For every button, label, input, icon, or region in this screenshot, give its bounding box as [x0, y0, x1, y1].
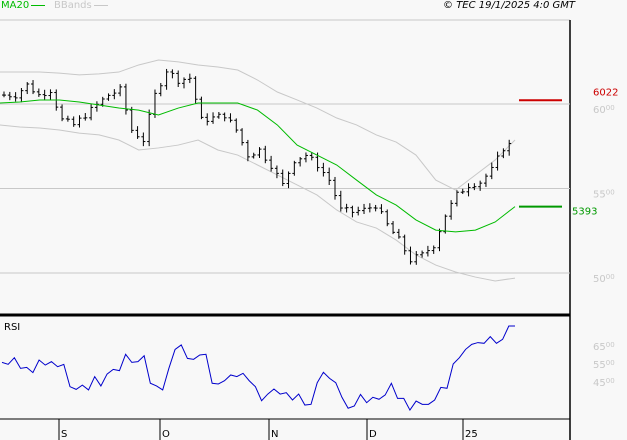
ma20-line [0, 99, 516, 233]
legend-ma20-swatch [31, 4, 46, 6]
level-marker-label: 6022 [593, 87, 618, 98]
rsi-axis-label: 6500 [593, 341, 615, 353]
rsi-line [1, 325, 515, 412]
rsi-axis-label: 5500 [593, 359, 615, 371]
x-axis-label: N [271, 429, 278, 440]
legend-ma20-label: MA20 [1, 0, 30, 11]
x-axis-label: O [162, 429, 170, 440]
bbands-lower-line [0, 124, 516, 282]
price-axis-label-sup: 00 [606, 104, 615, 112]
level-marker-label: 5393 [572, 207, 597, 218]
copyright: © TEC 19/1/2025 4:0 GMT [443, 0, 575, 11]
x-axis-label: S [61, 429, 67, 440]
bbands-upper-line [0, 59, 516, 191]
rsi-axis-label-sup: 00 [606, 341, 615, 349]
legend-bbands-label: BBands [54, 0, 92, 11]
legend-ma20: MA20 [1, 0, 46, 11]
rsi-axis-label-sup: 00 [606, 359, 615, 367]
rsi-title: RSI [4, 322, 21, 333]
rsi-axis-label-sup: 00 [606, 377, 615, 385]
legend-bbands: BBands [54, 0, 108, 11]
price-axis-label: 6000 [593, 104, 615, 116]
rsi-axis-label: 4500 [593, 377, 615, 389]
price-axis-label: 5500 [593, 189, 615, 201]
x-axis-label: 25 [465, 429, 478, 440]
x-axis-label: D [369, 429, 377, 440]
price-axis-label-sup: 00 [606, 273, 615, 281]
price-axis-label-sup: 00 [606, 189, 615, 197]
legend-bbands-swatch [93, 4, 108, 6]
price-axis-label: 5000 [593, 273, 615, 285]
